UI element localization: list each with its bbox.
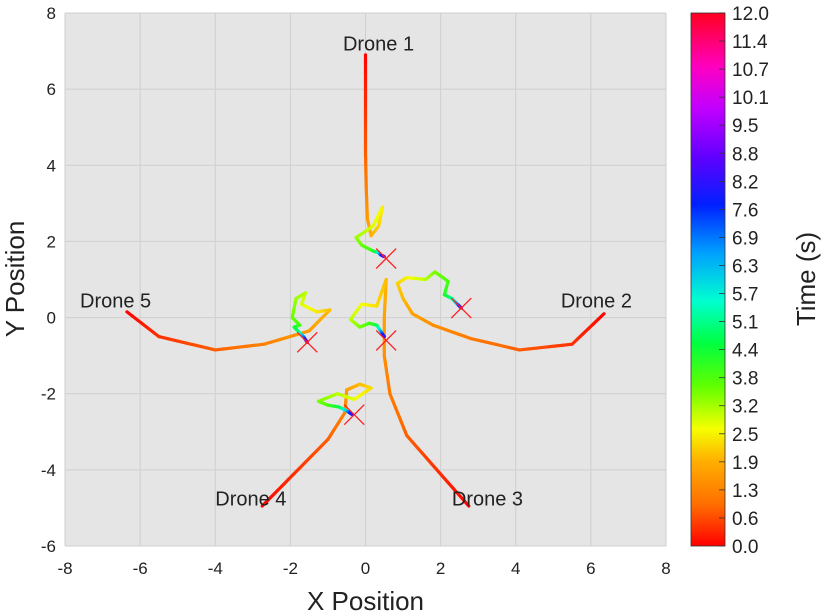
- series-label: Drone 1: [343, 33, 414, 55]
- colorbar-label: Time (s): [791, 232, 821, 326]
- y-tick-label: 4: [47, 156, 56, 175]
- trajectory-segment: [176, 339, 189, 345]
- colorbar-tick-label: 5.1: [732, 313, 758, 334]
- target-markers: [296, 248, 472, 426]
- x-tick-label: 0: [361, 559, 370, 578]
- colorbar-tick-label: 0.0: [732, 537, 758, 558]
- colorbar-tick-label: 6.9: [732, 228, 758, 249]
- trajectory-segment: [204, 346, 217, 352]
- colorbar-tick-label: 3.2: [732, 397, 758, 418]
- trajectory-segment: [157, 335, 170, 341]
- trajectory-2: [395, 270, 606, 352]
- colorbar: 0.0 0.6 1.3 1.9 2.5 3.2 3.8 4.4 5.1 5.7 6.3 6.9 7.6 8…: [690, 4, 821, 558]
- colorbar-tick-label: 7.6: [732, 200, 758, 221]
- colorbar-tick-label: 3.8: [732, 369, 758, 390]
- colorbar-tick-label: 12.0: [732, 4, 769, 25]
- x-tick-label: -6: [133, 559, 148, 578]
- y-axis-ticks: -6 -4 -2 0 2 4 6 8: [41, 4, 56, 556]
- trajectories: [125, 53, 606, 508]
- colorbar-tick-label: 11.4: [732, 32, 768, 53]
- colorbar-tick-label: 1.3: [732, 481, 758, 502]
- y-tick-label: 0: [47, 309, 56, 328]
- trajectory-segment: [382, 334, 386, 339]
- target-x-marker: [343, 404, 365, 426]
- y-tick-label: 2: [47, 232, 56, 251]
- series-label: Drone 4: [215, 488, 286, 510]
- colorbar-tick-label: 9.5: [732, 116, 758, 137]
- plot-area: Drone 1 Drone 2 Drone 3 Drone 4 Drone 5: [64, 12, 667, 547]
- x-axis-label: X Position: [307, 586, 424, 616]
- colorbar-tick-label: 0.6: [732, 509, 758, 530]
- x-tick-label: 2: [436, 559, 445, 578]
- y-tick-label: 8: [47, 4, 56, 23]
- trajectory-segment: [166, 337, 180, 343]
- target-x-marker: [450, 297, 472, 319]
- trajectory-segment: [349, 412, 354, 417]
- colorbar-tick-label: 2.5: [732, 425, 758, 446]
- colorbar-tick-label: 10.1: [732, 88, 769, 109]
- x-tick-label: -8: [57, 559, 72, 578]
- series-labels: Drone 1 Drone 2 Drone 3 Drone 4 Drone 5: [80, 33, 632, 510]
- y-tick-label: -4: [41, 461, 56, 480]
- trajectory-3: [348, 277, 471, 508]
- y-axis-label: Y Position: [0, 221, 30, 338]
- series-label: Drone 2: [561, 290, 632, 312]
- target-x-marker: [375, 248, 397, 270]
- y-tick-label: 6: [47, 80, 56, 99]
- target-x-marker: [296, 331, 318, 353]
- colorbar-tick-label: 8.8: [732, 144, 758, 165]
- y-tick-label: -2: [41, 385, 56, 404]
- x-tick-label: 6: [586, 559, 595, 578]
- x-axis-ticks: -8 -6 -4 -2 0 2 4 6 8: [57, 559, 670, 578]
- colorbar-gradient: [690, 12, 726, 547]
- x-tick-label: 8: [661, 559, 670, 578]
- colorbar-tick-label: 1.9: [732, 453, 758, 474]
- colorbar-tick-label: 10.7: [732, 60, 769, 81]
- y-tick-label: -6: [41, 537, 56, 556]
- x-tick-label: -2: [283, 559, 298, 578]
- x-tick-label: 4: [511, 559, 520, 578]
- x-tick-label: -4: [208, 559, 223, 578]
- trajectory-segment: [194, 343, 208, 350]
- series-label: Drone 5: [80, 290, 151, 312]
- colorbar-tick-label: 8.2: [732, 172, 758, 193]
- colorbar-ticks: 0.0 0.6 1.3 1.9 2.5 3.2 3.8 4.4 5.1 5.7 6.3 6.9 7.6 8…: [719, 4, 769, 558]
- trajectory-4: [260, 382, 373, 508]
- trajectory-segment: [185, 341, 199, 348]
- colorbar-tick-label: 4.4: [732, 341, 759, 362]
- colorbar-tick-label: 6.3: [732, 256, 758, 277]
- target-x-marker: [375, 329, 397, 351]
- colorbar-tick-label: 5.7: [732, 285, 758, 306]
- trajectory-5: [125, 291, 332, 352]
- series-label: Drone 3: [452, 488, 523, 510]
